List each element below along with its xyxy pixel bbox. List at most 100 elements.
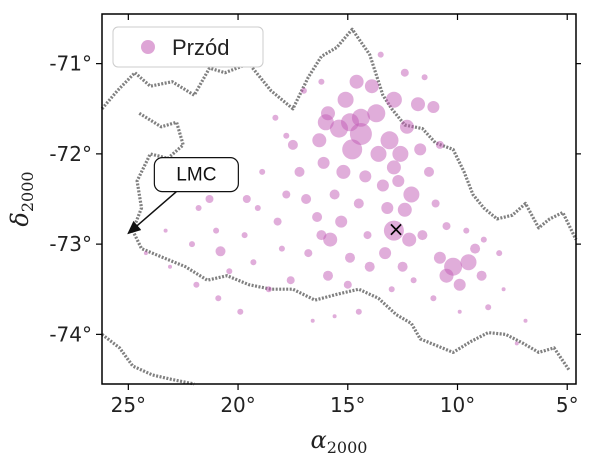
data-point [427, 101, 440, 113]
data-point [237, 308, 244, 315]
data-point [316, 230, 327, 241]
data-point [329, 189, 340, 200]
data-point [433, 251, 446, 264]
y-axis: -71° -72° -73° -74° [49, 52, 581, 346]
data-point [397, 261, 408, 272]
y-tick-label: -73° [49, 232, 92, 256]
data-point [168, 264, 172, 269]
data-point [359, 170, 372, 183]
data-point [287, 139, 298, 150]
x-tick-label: 5° [556, 393, 579, 417]
data-point [317, 156, 330, 169]
data-point [424, 166, 434, 177]
data-point [254, 205, 261, 211]
data-point [286, 276, 295, 285]
data-point [370, 145, 387, 162]
data-point [400, 68, 409, 77]
data-point [259, 168, 266, 175]
x-axis-label-sub: 2000 [327, 438, 368, 457]
data-point [265, 286, 272, 293]
data-point [367, 104, 386, 123]
data-point [215, 246, 226, 257]
data-point [304, 249, 313, 258]
plot-frame [101, 13, 577, 385]
data-point [318, 78, 325, 85]
data-point [273, 217, 282, 226]
data-point [355, 308, 362, 315]
lmc-arrow [127, 191, 177, 235]
data-point [411, 97, 425, 112]
data-point [195, 205, 202, 211]
data-point [301, 194, 312, 204]
data-point [337, 91, 354, 108]
data-point [241, 232, 248, 239]
legend: Przód [112, 26, 264, 68]
data-point [460, 254, 477, 271]
contour-line-3 [101, 333, 195, 386]
data-point [386, 160, 401, 175]
data-point [480, 236, 487, 243]
data-point [476, 270, 487, 281]
data-point [332, 314, 337, 319]
data-point [363, 231, 372, 240]
data-point [345, 252, 355, 263]
data-point [376, 179, 389, 192]
y-axis-label-main: δ [6, 212, 34, 226]
data-point [431, 199, 440, 208]
data-point [514, 341, 519, 346]
data-point [379, 247, 392, 260]
data-point [250, 259, 257, 266]
lmc-label-box [153, 157, 239, 193]
data-point [193, 281, 200, 288]
data-point [402, 232, 417, 247]
data-point [463, 227, 470, 234]
data-point [189, 241, 195, 248]
data-point [380, 131, 399, 150]
x-tick-label: 25° [111, 393, 146, 417]
data-point [392, 175, 405, 187]
legend-box [112, 26, 264, 68]
x-axis-label: α2000 [311, 426, 368, 457]
x-axis: 25° 20° 15° 10° 5° [111, 14, 579, 417]
marker-layer: × [388, 217, 405, 241]
data-point [143, 251, 148, 256]
data-point [421, 74, 428, 81]
data-point [323, 270, 333, 281]
data-point [335, 215, 348, 228]
data-point [470, 243, 481, 254]
data-point [388, 286, 395, 293]
legend-label: Przód [172, 35, 229, 60]
x-tick-label: 15° [330, 393, 365, 417]
data-point [312, 212, 323, 222]
data-point [442, 222, 451, 231]
data-point [312, 133, 327, 148]
data-point [242, 195, 251, 203]
data-point [397, 202, 412, 217]
data-point [496, 250, 503, 257]
data-point [400, 119, 414, 134]
data-point [353, 198, 364, 209]
data-point [283, 132, 290, 139]
data-point [383, 220, 404, 241]
data-point [310, 318, 315, 323]
data-point [377, 51, 384, 58]
y-axis-label: δ2000 [6, 171, 37, 226]
data-point [385, 91, 402, 108]
data-point [381, 202, 394, 214]
data-point [392, 145, 409, 162]
contour-line-2 [131, 111, 571, 372]
contour-layer [100, 27, 578, 386]
y-tick-label: -74° [49, 322, 92, 346]
data-point [364, 261, 375, 272]
points-layer [143, 51, 528, 346]
data-point [439, 268, 454, 283]
center-marker: × [388, 217, 405, 241]
contour-line-1 [100, 27, 578, 241]
data-point [336, 164, 351, 179]
data-point [414, 143, 427, 156]
data-point [215, 295, 222, 302]
y-tick-label: -72° [49, 142, 92, 166]
data-point [453, 278, 466, 291]
data-point [523, 318, 528, 323]
